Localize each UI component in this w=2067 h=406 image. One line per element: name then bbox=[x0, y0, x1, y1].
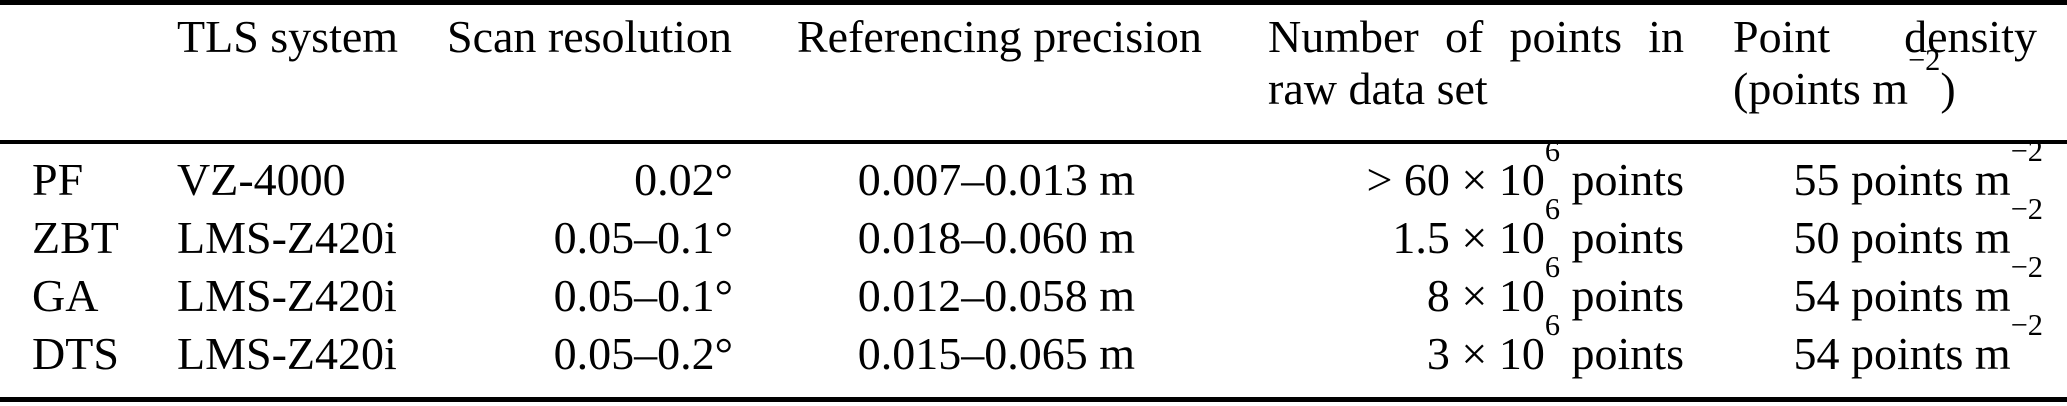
cell-point-density: 54 points m−2 bbox=[1793, 308, 2043, 379]
cell-site-id: DTS bbox=[32, 328, 119, 379]
cell-point-count: 1.5 × 106 points bbox=[1392, 192, 1684, 263]
header-point-count-line1: Number of points in bbox=[1268, 11, 1684, 62]
superscript-exponent: −2 bbox=[2010, 250, 2043, 285]
cell-tls-system: LMS-Z420i bbox=[177, 212, 397, 263]
bottom-rule bbox=[0, 397, 2067, 402]
cell-point-density: 50 points m−2 bbox=[1793, 192, 2043, 263]
header-cell-point-count: Number of points in raw data set bbox=[1135, 5, 1684, 140]
table-header-row: TLS system Scan resolution Referencing p… bbox=[0, 5, 2067, 140]
header-cell-tls-system: TLS system bbox=[177, 11, 399, 62]
cell-scan-resolution: 0.05–0.2° bbox=[553, 328, 733, 379]
superscript-exponent: −2 bbox=[1908, 43, 1941, 78]
table-body: PF VZ-4000 0.02° 0.007–0.013 m > 60 × 10… bbox=[0, 134, 2067, 397]
top-rule bbox=[0, 0, 2067, 5]
cell-site-id: ZBT bbox=[32, 212, 119, 263]
cell-site-id: GA bbox=[32, 270, 99, 321]
cell-scan-resolution: 0.05–0.1° bbox=[553, 270, 733, 321]
cell-point-count: 8 × 106 points bbox=[1426, 250, 1684, 321]
cell-point-density: 55 points m−2 bbox=[1793, 134, 2043, 205]
header-point-count-line2: raw data set bbox=[1268, 63, 1488, 114]
cell-referencing-precision: 0.015–0.065 m bbox=[857, 328, 1135, 379]
cell-tls-system: LMS-Z420i bbox=[177, 270, 397, 321]
superscript-exponent: −2 bbox=[2010, 134, 2043, 169]
header-cell-referencing-precision: Referencing precision bbox=[797, 11, 1202, 62]
cell-scan-resolution: 0.02° bbox=[634, 154, 733, 205]
cell-point-count: 3 × 106 points bbox=[1426, 308, 1684, 379]
cell-tls-system: LMS-Z420i bbox=[177, 328, 397, 379]
superscript-exponent: 6 bbox=[1544, 192, 1561, 227]
superscript-exponent: 6 bbox=[1544, 134, 1561, 169]
superscript-exponent: −2 bbox=[2010, 308, 2043, 343]
cell-scan-resolution: 0.05–0.1° bbox=[553, 212, 733, 263]
superscript-exponent: 6 bbox=[1544, 250, 1561, 285]
cell-point-count: > 60 × 106 points bbox=[1366, 134, 1684, 205]
mid-rule bbox=[0, 140, 2067, 144]
cell-point-density: 54 points m−2 bbox=[1793, 250, 2043, 321]
header-cell-site bbox=[0, 5, 177, 140]
cell-referencing-precision: 0.012–0.058 m bbox=[857, 270, 1135, 321]
header-point-density-line1: Point density bbox=[1733, 11, 2037, 62]
cell-tls-system: VZ-4000 bbox=[177, 154, 346, 205]
header-cell-scan-resolution: Scan resolution bbox=[447, 11, 732, 62]
header-point-density-line2: (points m−2) bbox=[1733, 43, 1956, 114]
cell-referencing-precision: 0.018–0.060 m bbox=[857, 212, 1135, 263]
cell-referencing-precision: 0.007–0.013 m bbox=[857, 154, 1135, 205]
cell-site-id: PF bbox=[32, 154, 84, 205]
superscript-exponent: −2 bbox=[2010, 192, 2043, 227]
header-cell-point-density: Point density (points m−2) bbox=[1684, 5, 2067, 140]
superscript-exponent: 6 bbox=[1544, 308, 1561, 343]
